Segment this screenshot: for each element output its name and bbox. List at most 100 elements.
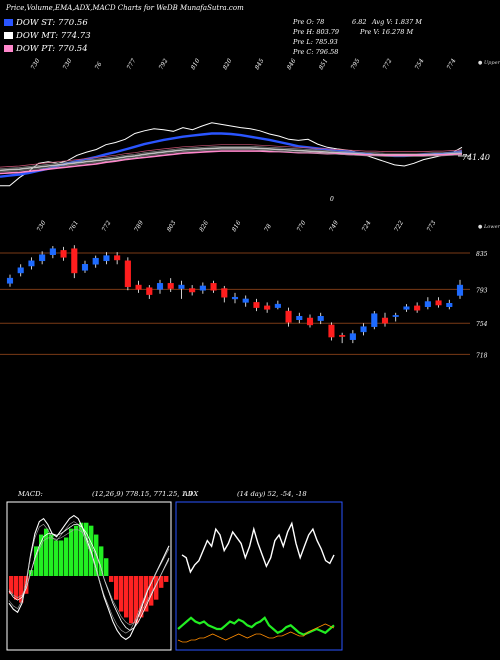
ema-series-price [0, 122, 463, 187]
macd-histogram-bar [44, 528, 49, 576]
adx-line-plus-di [177, 616, 335, 636]
candle-body [435, 300, 442, 306]
candle-body [49, 248, 56, 255]
ema-top-tick: 795 [350, 57, 362, 71]
ema-ribbon-line [0, 145, 463, 170]
macd-histogram-bar [129, 576, 134, 624]
ohlc-extra: 6.82 [352, 18, 367, 26]
candle-body [403, 306, 410, 310]
candle-body [92, 257, 99, 265]
macd-histogram-bar [54, 540, 59, 576]
candle-body [414, 305, 421, 311]
ema-bottom-tick: 789 [133, 219, 145, 233]
candle-body [167, 283, 174, 289]
chart-title: Price,Volume,EMA,ADX,MACD Charts for WeD… [6, 4, 244, 12]
ema-bottom-tick: 724 [361, 219, 373, 233]
candle-body [424, 301, 431, 307]
candle-body [39, 254, 46, 262]
ema-bottom-tick: 770 [296, 219, 308, 233]
macd-histogram-bar [124, 576, 129, 618]
ema-top-tick: 772 [382, 57, 394, 71]
ema-top-tick: 810 [190, 57, 202, 71]
prev-volume: Pre V: 16.278 M [360, 28, 414, 36]
candle-body [146, 287, 153, 295]
candle-body [81, 264, 89, 271]
candle-body [210, 283, 217, 291]
candle-body [135, 284, 142, 290]
macd-histogram-bar [19, 576, 24, 603]
candle-body [328, 324, 335, 338]
candle-body [306, 317, 314, 326]
macd-histogram-bar [159, 576, 164, 588]
macd-histogram-bar [64, 537, 69, 576]
dow-pt-swatch [4, 45, 13, 52]
ema-bottom-tick: 78 [263, 223, 273, 233]
candle-body [71, 248, 78, 274]
dow-st-label: DOW ST: [16, 18, 56, 28]
candle-body [456, 284, 464, 296]
ema-panel: 730 730 76 777 792 810 820 845 846 851 795 772 754 77… [0, 57, 470, 233]
ema-top-tick: 777 [126, 57, 138, 71]
ema-bottom-tick: 816 [231, 219, 243, 233]
ema-bottom-tick: 803 [166, 219, 178, 233]
macd-macd-line-shadow [8, 521, 170, 634]
ema-bottom-tick: 749 [328, 219, 340, 233]
dow-pt-value: 770.54 [57, 44, 88, 54]
macd-histogram-bar [79, 522, 84, 576]
dow-st-swatch [4, 19, 13, 26]
candle-body [392, 315, 399, 317]
macd-signal-line-shadow [8, 529, 170, 626]
candle-body [17, 267, 24, 274]
ema-top-tick: 846 [286, 57, 298, 71]
candle-body [28, 260, 35, 267]
macd-histogram-bar [164, 576, 169, 582]
candle-body [242, 298, 249, 303]
dow-mt-value: 774.73 [60, 31, 91, 41]
ema-bottom-tick: 722 [393, 219, 405, 233]
macd-histogram-bar [104, 558, 109, 576]
macd-histogram-bar [59, 540, 64, 576]
macd-histogram-bar [69, 528, 74, 576]
ohlc-open: Pre O: 78 [293, 18, 325, 26]
candle-body [221, 288, 228, 298]
candle-panel: 835 793 754 718 [0, 245, 488, 359]
ema-top-tick: 730 [62, 57, 74, 71]
ema-series-ema-long [0, 150, 463, 175]
macd-histogram-bar [119, 576, 124, 612]
macd-histogram-bar [9, 576, 14, 594]
ema-bottom-tick: 826 [198, 219, 210, 233]
adx-line-white [181, 521, 335, 574]
candle-body [124, 260, 131, 288]
macd-histogram-bar [34, 546, 39, 576]
adx-panel [175, 501, 343, 651]
macd-histogram-bar [109, 576, 114, 582]
candle-body [253, 302, 260, 308]
candle-body [296, 316, 303, 320]
macd-histogram-bar [139, 576, 144, 618]
macd-macd-line [8, 514, 170, 641]
upper-marker: ● Upper [478, 60, 500, 66]
ema-top-tick: 774 [446, 57, 458, 71]
dow-mt-label: DOW MT: [16, 31, 59, 41]
candle-body [114, 255, 121, 261]
dow-pt-label: DOW PT: [16, 44, 56, 54]
macd-title: MACD: [18, 490, 43, 498]
macd-histogram-bar [84, 522, 89, 576]
candle-body [199, 285, 206, 291]
ema-ribbon-line [0, 144, 463, 168]
ema-top-tick: 851 [318, 58, 330, 71]
avg-volume: Avg V: 1.837 M [372, 18, 422, 26]
adx-line-minus-di [177, 623, 335, 643]
macd-histogram-bar [149, 576, 154, 606]
macd-signal-line [8, 524, 170, 631]
zero-label: 0 [330, 196, 334, 203]
macd-histogram-bar [39, 534, 44, 576]
ohlc-close: Pre C: 796.58 [293, 48, 339, 56]
macd-panel [6, 501, 172, 651]
candle-body [285, 310, 292, 323]
ema-ribbon-line [0, 149, 463, 173]
price-axis-label: 835 [476, 251, 488, 258]
candle-body [381, 317, 389, 324]
candle-body [6, 277, 14, 284]
